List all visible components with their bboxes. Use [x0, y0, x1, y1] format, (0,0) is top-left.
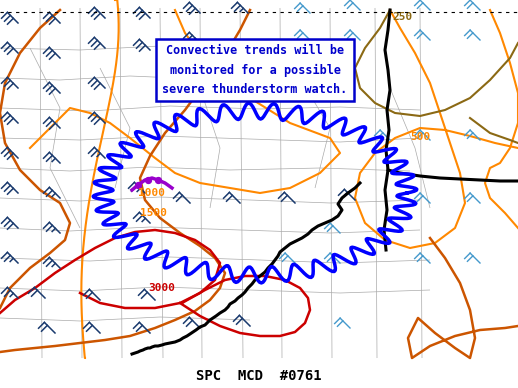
Text: 1000: 1000: [138, 188, 165, 198]
Point: [154, 177, 162, 183]
Point: [134, 182, 142, 188]
Text: 1500: 1500: [140, 208, 167, 218]
Text: 500: 500: [410, 132, 430, 142]
Text: 250: 250: [392, 12, 412, 22]
Text: SPC  MCD  #0761: SPC MCD #0761: [196, 369, 322, 383]
Point: [144, 177, 152, 183]
Bar: [0, 10, 518, 358]
Text: Convective trends will be
monitored for a possible
severe thunderstorm watch.: Convective trends will be monitored for …: [162, 44, 348, 95]
Text: 3000: 3000: [148, 283, 175, 293]
